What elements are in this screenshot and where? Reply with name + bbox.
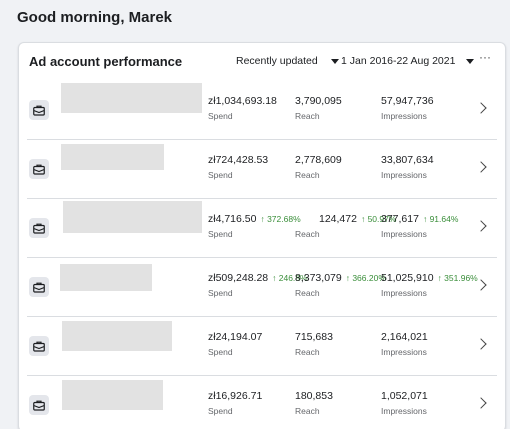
account-row[interactable]: zł1,034,693.18 Spend 3,790,095 Reach 57,… (19, 81, 505, 140)
impressions-delta: ↑ 91.64% (422, 214, 459, 224)
impressions-value: 377,617 (381, 213, 419, 225)
date-range-label: 1 Jan 2016-22 Aug 2021 (341, 55, 456, 67)
reach-value: 3,790,095 (295, 95, 342, 107)
row-divider (27, 139, 497, 140)
impressions-label: Impressions (381, 111, 427, 121)
sort-dropdown[interactable]: Recently updated (236, 53, 339, 69)
reach-metric: 715,683 Reach (295, 331, 337, 357)
spend-metric: zł16,926.71 Spend (208, 390, 266, 416)
impressions-metric: 2,164,021 Impressions (381, 331, 432, 357)
account-thumbnail (60, 264, 152, 291)
account-row[interactable]: zł16,926.71 Spend 180,853 Reach 1,052,07… (19, 376, 505, 429)
row-divider (27, 257, 497, 258)
briefcase-icon (29, 159, 49, 179)
impressions-value: 1,052,071 (381, 390, 428, 402)
impressions-label: Impressions (381, 170, 427, 180)
spend-value: zł24,194.07 (208, 331, 263, 343)
spend-value: zł509,248.28 (208, 272, 269, 284)
account-row[interactable]: zł509,248.28 ↑ 246.8% Spend 8,373,079 ↑ 36… (19, 258, 505, 317)
spend-delta: ↑ 246.8% (272, 273, 308, 283)
briefcase-icon (29, 277, 49, 297)
briefcase-icon (29, 336, 49, 356)
briefcase-icon (29, 100, 49, 120)
reach-label: Reach (295, 406, 320, 416)
impressions-metric: 1,052,071 Impressions (381, 390, 432, 416)
reach-value: 8,373,079 (295, 272, 342, 284)
spend-label: Spend (208, 406, 233, 416)
reach-metric: 8,373,079 ↑ 366.20% Reach (295, 272, 386, 298)
impressions-metric: 57,947,736 Impressions (381, 95, 438, 121)
spend-label: Spend (208, 347, 233, 357)
impressions-value: 2,164,021 (381, 331, 428, 343)
impressions-metric: 377,617 ↑ 91.64% Impressions (381, 213, 458, 239)
account-row[interactable]: zł724,428.53 Spend 2,778,609 Reach 33,80… (19, 140, 505, 199)
spend-value: zł724,428.53 (208, 154, 269, 166)
chevron-right-icon[interactable] (475, 220, 487, 232)
spend-label: Spend (208, 170, 233, 180)
reach-value: 124,472 (319, 213, 357, 225)
spend-metric: zł1,034,693.18 Spend (208, 95, 281, 121)
date-range-dropdown[interactable]: 1 Jan 2016-22 Aug 2021 (341, 53, 475, 69)
spend-value: zł1,034,693.18 (208, 95, 277, 107)
spend-label: Spend (208, 111, 233, 121)
row-divider (27, 198, 497, 199)
card-header: Ad account performance Recently updated … (19, 43, 505, 81)
caret-down-icon (466, 58, 475, 64)
spend-value: zł16,926.71 (208, 390, 263, 402)
reach-value: 180,853 (295, 390, 333, 402)
account-thumbnail (63, 201, 202, 233)
spend-value: zł4,716.50 (208, 213, 257, 225)
chevron-right-icon[interactable] (475, 102, 487, 114)
spend-metric: zł4,716.50 ↑ 372.68% Spend (208, 213, 301, 239)
ad-account-performance-card: Ad account performance Recently updated … (18, 42, 506, 429)
briefcase-icon (29, 218, 49, 238)
impressions-metric: 51,025,910 ↑ 351.96% Impressions (381, 272, 478, 298)
impressions-metric: 33,807,634 Impressions (381, 154, 438, 180)
reach-metric: 124,472 ↑ 50.97% Reach (295, 213, 397, 239)
spend-metric: zł724,428.53 Spend (208, 154, 272, 180)
impressions-label: Impressions (381, 406, 427, 416)
chevron-right-icon[interactable] (475, 161, 487, 173)
chevron-right-icon[interactable] (475, 397, 487, 409)
greeting-title: Good morning, Marek (17, 9, 173, 26)
reach-label: Reach (295, 347, 320, 357)
reach-value: 715,683 (295, 331, 333, 343)
briefcase-icon (29, 395, 49, 415)
reach-metric: 3,790,095 Reach (295, 95, 346, 121)
reach-delta: ↑ 366.20% (345, 273, 386, 283)
impressions-value: 33,807,634 (381, 154, 434, 166)
spend-metric: zł24,194.07 Spend (208, 331, 266, 357)
account-thumbnail (61, 83, 202, 113)
spend-label: Spend (208, 229, 233, 239)
card-title: Ad account performance (29, 54, 183, 69)
account-row[interactable]: zł24,194.07 Spend 715,683 Reach 2,164,02… (19, 317, 505, 376)
impressions-value: 57,947,736 (381, 95, 434, 107)
account-thumbnail (61, 144, 164, 170)
spend-label: Spend (208, 288, 233, 298)
account-row[interactable]: zł4,716.50 ↑ 372.68% Spend 124,472 ↑ 50.97… (19, 199, 505, 258)
reach-label: Reach (295, 229, 320, 239)
reach-label: Reach (295, 170, 320, 180)
more-options-icon[interactable]: ··· (479, 50, 491, 64)
spend-delta: ↑ 372.68% (260, 214, 301, 224)
account-thumbnail (62, 380, 163, 410)
impressions-label: Impressions (381, 288, 427, 298)
sort-dropdown-label: Recently updated (236, 55, 318, 67)
reach-label: Reach (295, 288, 320, 298)
impressions-label: Impressions (381, 347, 427, 357)
row-divider (27, 316, 497, 317)
spend-metric: zł509,248.28 ↑ 246.8% Spend (208, 272, 308, 298)
reach-label: Reach (295, 111, 320, 121)
impressions-delta: ↑ 351.96% (437, 273, 478, 283)
reach-value: 2,778,609 (295, 154, 342, 166)
impressions-value: 51,025,910 (381, 272, 434, 284)
impressions-label: Impressions (381, 229, 427, 239)
chevron-right-icon[interactable] (475, 338, 487, 350)
row-divider (27, 375, 497, 376)
account-thumbnail (62, 321, 172, 351)
reach-metric: 180,853 Reach (295, 390, 337, 416)
reach-delta: ↑ 50.97% (360, 214, 397, 224)
reach-metric: 2,778,609 Reach (295, 154, 346, 180)
caret-down-icon (330, 58, 339, 64)
